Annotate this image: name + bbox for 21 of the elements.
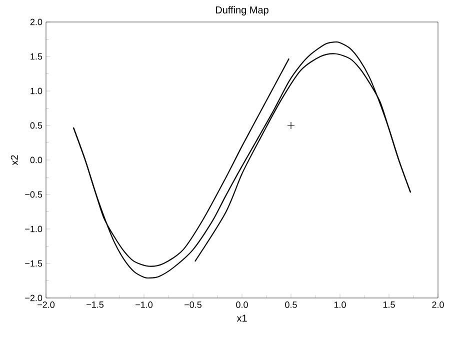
- y-tick-label: 1.5: [30, 53, 42, 60]
- x-tick-label: −1.0: [136, 302, 153, 308]
- y-tick-label: −1.5: [25, 260, 42, 267]
- y-tick-label: 0.5: [30, 122, 42, 129]
- x-tick-label: 0.5: [285, 302, 297, 308]
- x-axis-title: x1: [236, 314, 247, 322]
- y-axis-title: x2: [10, 155, 18, 166]
- x-tick-label: 0.0: [236, 302, 248, 308]
- x-tick-label: 2.0: [432, 302, 444, 308]
- x-tick-label: 1.0: [334, 302, 346, 308]
- x-tick-label: −0.5: [184, 302, 202, 308]
- y-tick-label: 0.0: [30, 156, 42, 164]
- chart-title: Duffing Map: [216, 6, 268, 16]
- y-tick-label: −1.0: [25, 226, 42, 232]
- x-tick-label: −1.5: [86, 302, 104, 308]
- y-tick-label: 2.0: [30, 18, 42, 26]
- x-tick-label: −2.0: [38, 302, 55, 308]
- y-tick-label: −2.0: [25, 294, 42, 302]
- y-tick-label: 1.0: [30, 88, 42, 94]
- y-tick-label: −0.5: [25, 191, 42, 198]
- x-tick-label: 1.5: [383, 302, 395, 308]
